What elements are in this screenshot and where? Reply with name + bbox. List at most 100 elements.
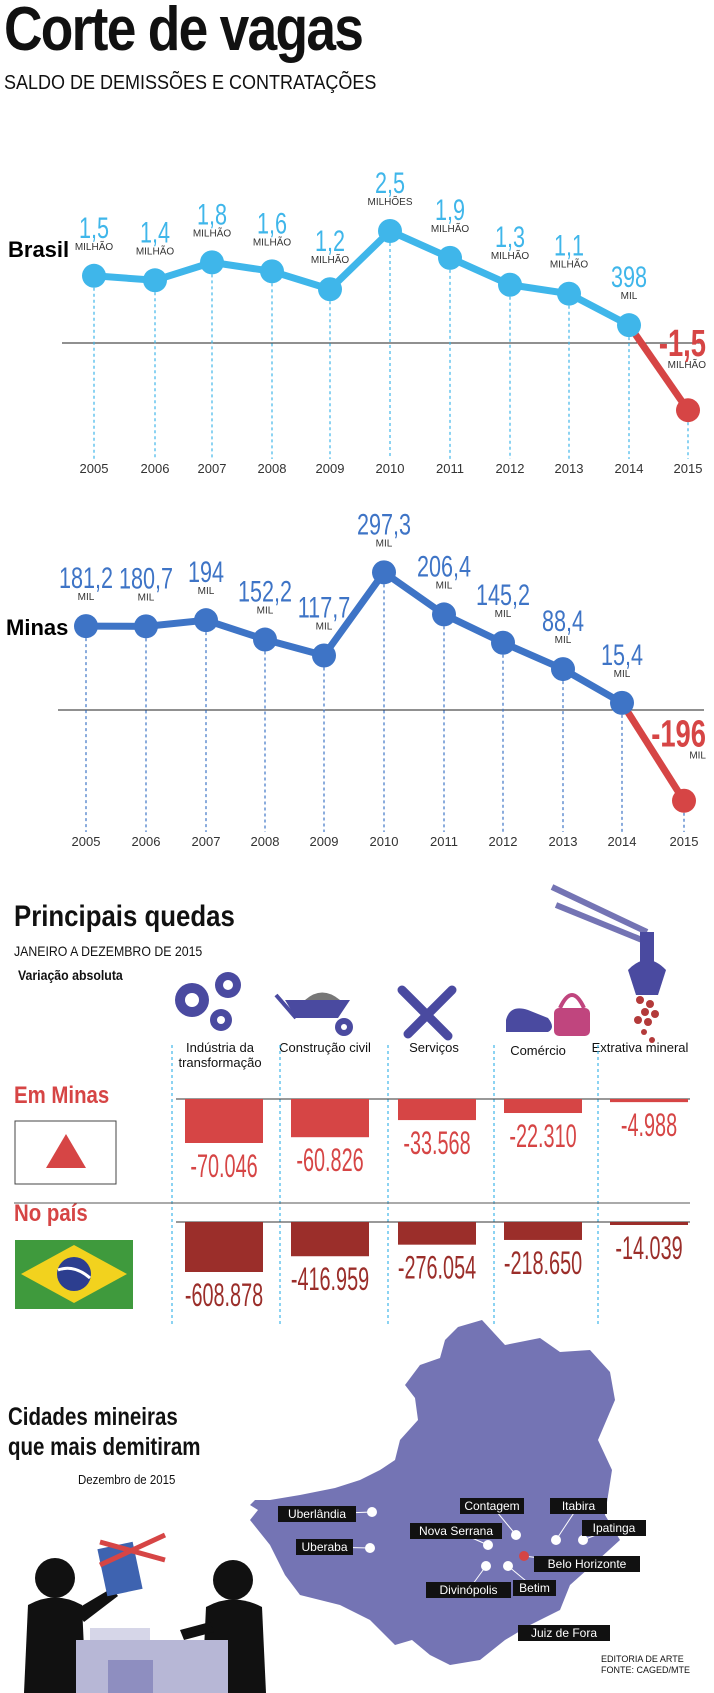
bar-value-label: -218.650	[504, 1245, 582, 1281]
unit-label: MILHÃO	[136, 244, 175, 257]
gears-icon	[175, 972, 241, 1031]
bar-value-label: -416.959	[291, 1261, 369, 1297]
bar	[398, 1099, 476, 1121]
city-label-box	[296, 1539, 353, 1555]
unit-label: MILHÃO	[253, 235, 292, 248]
city-label: Divinópolis	[439, 1583, 497, 1597]
value-label: 181,2	[59, 561, 113, 595]
x-tick-label: 2012	[489, 834, 518, 849]
data-point	[432, 602, 456, 627]
person-left-icon	[24, 1558, 118, 1693]
data-point	[253, 627, 277, 652]
x-tick-label: 2011	[430, 834, 458, 849]
city-label-box	[426, 1582, 511, 1598]
bar	[398, 1222, 476, 1245]
unit-label: MILHÃO	[431, 222, 470, 235]
value-label: 398	[611, 260, 647, 294]
bar	[291, 1099, 369, 1138]
x-tick-label: 2014	[615, 461, 644, 476]
city-label-box	[410, 1523, 502, 1539]
data-point	[378, 219, 402, 243]
mining-claw-icon	[550, 884, 666, 1043]
data-point	[557, 281, 581, 306]
city-label-box	[513, 1580, 556, 1596]
city-label: Nova Serrana	[419, 1524, 493, 1538]
value-label: 145,2	[476, 577, 530, 611]
x-tick-label: 2007	[198, 461, 227, 476]
value-label: 180,7	[119, 561, 173, 595]
city-label-box	[582, 1520, 646, 1536]
data-point	[318, 277, 342, 302]
data-point	[676, 398, 700, 423]
value-label: -196	[651, 713, 706, 755]
x-tick-label: 2006	[141, 461, 170, 476]
value-label: 1,9	[435, 192, 465, 226]
city-label-box	[460, 1498, 524, 1514]
city-dot	[483, 1540, 493, 1550]
credit: EDITORIA DE ARTE FONTE: CAGED/MTE	[601, 1654, 690, 1676]
city-label: Ipatinga	[593, 1521, 636, 1535]
x-tick-label: 2010	[370, 834, 399, 849]
unit-label: MIL	[555, 635, 572, 646]
bar	[185, 1222, 263, 1272]
data-point	[438, 245, 462, 270]
x-tick-label: 2005	[80, 461, 109, 476]
bar-value-label: -60.826	[296, 1142, 363, 1178]
data-point	[610, 690, 634, 715]
city-label-box	[534, 1556, 640, 1572]
page-title: Corte de vagas	[4, 0, 364, 64]
value-label: 117,7	[298, 590, 350, 624]
city-label: Itabira	[562, 1499, 596, 1513]
bar	[504, 1099, 582, 1114]
data-point	[200, 250, 224, 275]
category-label-comercio: Comércio	[510, 1043, 566, 1058]
quedas-note: Variação absoluta	[18, 967, 123, 983]
series-label: Brasil	[8, 237, 69, 262]
minas-flag-icon	[14, 1120, 117, 1185]
map-title-line2: que mais demitiram	[8, 1433, 201, 1461]
city-label: Belo Horizonte	[548, 1557, 627, 1571]
value-label: 1,3	[495, 219, 525, 253]
unit-label: MIL	[436, 580, 453, 591]
unit-label: MILHÃO	[193, 226, 232, 239]
unit-label: MIL	[689, 751, 706, 762]
shoe-bag-icon	[506, 993, 590, 1036]
x-tick-label: 2015	[674, 461, 703, 476]
x-tick-label: 2005	[72, 834, 101, 849]
bar-value-label: -608.878	[185, 1277, 263, 1313]
unit-label: MIL	[495, 609, 512, 620]
data-point	[74, 614, 98, 639]
unit-label: MIL	[621, 291, 638, 302]
x-tick-label: 2013	[555, 461, 584, 476]
category-label-construcao: Construção civil	[279, 1040, 371, 1055]
region-label-pais: No país	[14, 1200, 88, 1227]
wheelbarrow-icon	[274, 992, 353, 1036]
credit-line1: EDITORIA DE ARTE	[601, 1654, 684, 1664]
x-tick-label: 2008	[258, 461, 287, 476]
series-label: Minas	[6, 615, 68, 640]
city-label-box	[518, 1625, 610, 1641]
unit-label: MIL	[257, 606, 274, 617]
page-subtitle: SALDO DE DEMISSÕES E CONTRATAÇÕES	[4, 72, 377, 94]
x-tick-label: 2007	[192, 834, 221, 849]
unit-label: MIL	[198, 586, 215, 597]
data-point	[617, 313, 641, 338]
map-title-line1: Cidades mineiras	[8, 1403, 178, 1431]
unit-label: MIL	[78, 592, 95, 603]
series-line	[93, 227, 631, 329]
city-dot	[365, 1543, 375, 1553]
quedas-title: Principais quedas	[14, 900, 235, 933]
x-tick-label: 2013	[549, 834, 578, 849]
value-label: 1,6	[257, 206, 287, 240]
principais-quedas-bars: -70.046 -60.826 -33.568 -22.310 -4.988 -608.8…	[14, 1045, 690, 1325]
brazil-flag-icon	[15, 1240, 133, 1309]
value-label: 152,2	[238, 574, 292, 608]
category-label-industria: Indústria da transformação	[178, 1040, 262, 1070]
x-tick-label: 2014	[608, 834, 637, 849]
value-label: 88,4	[542, 604, 584, 638]
bar-value-label: -14.039	[615, 1230, 682, 1266]
category-label-servicos: Serviços	[409, 1040, 459, 1055]
city-label: Juiz de Fora	[531, 1626, 597, 1640]
